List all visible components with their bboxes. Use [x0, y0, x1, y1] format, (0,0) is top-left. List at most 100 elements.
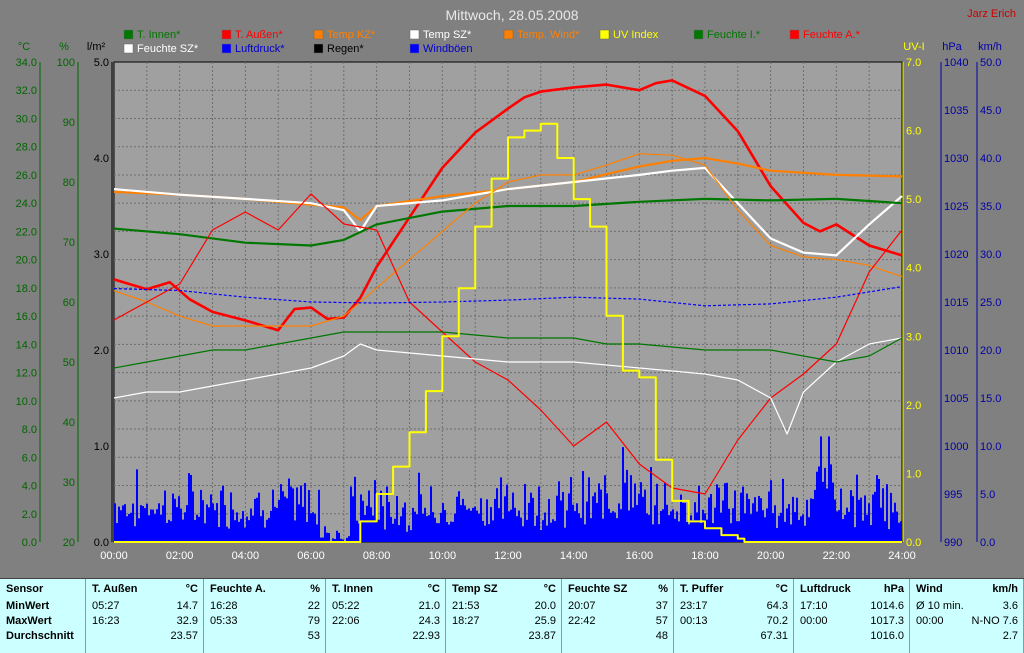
- tick-label-temp: 0.0: [22, 537, 37, 549]
- tick-label-rain: 0.0: [94, 537, 109, 549]
- stats-cell-right: 1017.3: [870, 615, 904, 627]
- stats-cell-right: °C: [427, 583, 440, 595]
- chart-series: [113, 79, 903, 543]
- series-windboeen: [114, 436, 902, 542]
- tick-label-temp: 18.0: [16, 283, 37, 295]
- legend-swatch: [409, 29, 420, 40]
- stats-cell-left: 00:00: [916, 615, 944, 627]
- legend-label: Windböen: [423, 43, 473, 55]
- stats-cell-right: 1014.6: [870, 600, 904, 612]
- tick-label-humid: 30: [63, 477, 75, 489]
- tick-label-rain: 5.0: [94, 57, 109, 69]
- tick-label-wind: 30.0: [980, 249, 1001, 261]
- legend-swatch: [221, 29, 232, 40]
- stats-header: Luftdruck hPa: [800, 583, 904, 600]
- chart-axes: °C 0.0 2.0 4.0 6.0 8.0 10.0 12.0 14.0 16.0 18.0 20.…: [16, 41, 1002, 549]
- legend-swatch: [123, 43, 134, 54]
- tick-label-temp: 32.0: [16, 85, 37, 97]
- stats-header: Feuchte A.%: [210, 583, 320, 600]
- tick-label-temp: 30.0: [16, 113, 37, 125]
- tick-label-wind: 25.0: [980, 297, 1001, 309]
- legend-swatch: [693, 29, 704, 40]
- x-tick-label: 14:00: [560, 550, 588, 562]
- legend-swatch: [409, 43, 420, 54]
- tick-label-uv: 0.0: [906, 537, 921, 549]
- stats-column: T. Puffer °C 23:17 64.3 00:13 70.2 67.31: [674, 579, 794, 653]
- tick-label-temp: 26.0: [16, 170, 37, 182]
- stats-cell: 48: [568, 630, 668, 645]
- tick-label-wind: 35.0: [980, 201, 1001, 213]
- stats-cell-left: T. Innen: [332, 583, 373, 595]
- tick-label-wind: 10.0: [980, 441, 1001, 453]
- stats-cell-left: Wind: [916, 583, 943, 595]
- tick-label-rain: 3.0: [94, 249, 109, 261]
- tick-label-wind: 20.0: [980, 345, 1001, 357]
- stats-cell-right: %: [658, 583, 668, 595]
- legend-label: Feuchte A.*: [803, 29, 861, 41]
- stats-cell-right: 14.7: [176, 600, 198, 612]
- stats-cell-left: 21:53: [452, 600, 480, 612]
- axis-unit-temp: °C: [18, 41, 30, 53]
- legend-label: T. Außen*: [235, 29, 283, 41]
- series-line: [113, 286, 903, 307]
- legend-label: Temp KZ*: [327, 29, 376, 41]
- tick-label-wind: 0.0: [980, 537, 995, 549]
- tick-label-humid: 20: [63, 537, 75, 549]
- tick-label-uv: 4.0: [906, 263, 921, 275]
- stats-cell-left: 16:23: [92, 615, 120, 627]
- stats-cell-right: 53: [307, 630, 320, 642]
- stats-column: Temp SZ °C 21:53 20.0 18:27 25.9 23.87: [446, 579, 562, 653]
- stats-cell: 23.57: [92, 630, 198, 645]
- statistics-table: Sensor MinWert MaxWert Durchschnitt T. Außen…: [0, 578, 1024, 653]
- tick-label-temp: 8.0: [22, 424, 37, 436]
- stats-cell: 20:07 37: [568, 600, 668, 615]
- stats-cell-left: 22:42: [568, 615, 596, 627]
- stats-cell-left: T. Puffer: [680, 583, 724, 595]
- series-line: [113, 337, 903, 435]
- stats-cell: Ø 10 min. 3.6: [916, 600, 1018, 615]
- stats-cell: 67.31: [680, 630, 788, 645]
- stats-cell: 1016.0: [800, 630, 904, 645]
- stats-cell-right: 2.7: [1002, 630, 1018, 642]
- stats-cell-right: °C: [775, 583, 788, 595]
- tick-label-humid: 40: [63, 417, 75, 429]
- stats-column: Feuchte A.% 16:28 22 05:33 79 53: [204, 579, 326, 653]
- legend-label: Regen*: [327, 43, 364, 55]
- stats-cell-right: 67.31: [760, 630, 788, 642]
- axis-unit-wind: km/h: [978, 41, 1002, 53]
- tick-label-humid: 90: [63, 117, 75, 129]
- stats-cell-right: 24.3: [418, 615, 440, 627]
- stats-cell-right: 64.3: [766, 600, 788, 612]
- legend-label: Temp. Wind*: [517, 29, 580, 41]
- stats-cell-left: 23:17: [680, 600, 708, 612]
- stats-cell-left: 05:27: [92, 600, 120, 612]
- tick-label-uv: 6.0: [906, 126, 921, 138]
- legend-swatch: [313, 43, 324, 54]
- legend-label: Feuchte I.*: [707, 29, 761, 41]
- stats-cell-left: 05:33: [210, 615, 238, 627]
- legend-label: Temp SZ*: [423, 29, 472, 41]
- tick-label-temp: 2.0: [22, 509, 37, 521]
- stats-cell-right: 79: [307, 615, 320, 627]
- x-axis-ticks: 00:00 02:00 04:00 06:00 08:00 10:00 12:00 14:00…: [100, 550, 916, 562]
- tick-label-temp: 34.0: [16, 57, 37, 69]
- series-line: [114, 122, 902, 543]
- x-tick-label: 20:00: [757, 550, 785, 562]
- tick-label-humid: 80: [63, 177, 75, 189]
- stats-cell-right: 37: [655, 600, 668, 612]
- stats-cell-left: 17:10: [800, 600, 828, 612]
- series-line: [113, 331, 903, 369]
- axis-unit-humid: %: [59, 41, 69, 53]
- x-tick-label: 12:00: [494, 550, 522, 562]
- tick-label-uv: 5.0: [906, 194, 921, 206]
- tick-label-press: 1030: [944, 153, 968, 165]
- stats-cell-right: 21.0: [418, 600, 440, 612]
- x-tick-label: 10:00: [429, 550, 457, 562]
- stats-cell: 18:27 25.9: [452, 615, 556, 630]
- tick-label-uv: 3.0: [906, 331, 921, 343]
- stats-row-label: MinWert: [6, 600, 50, 612]
- tick-label-press: 995: [944, 489, 962, 501]
- tick-label-temp: 22.0: [16, 226, 37, 238]
- legend-label: Feuchte SZ*: [137, 43, 199, 55]
- axis-unit-rain: l/m²: [87, 41, 106, 53]
